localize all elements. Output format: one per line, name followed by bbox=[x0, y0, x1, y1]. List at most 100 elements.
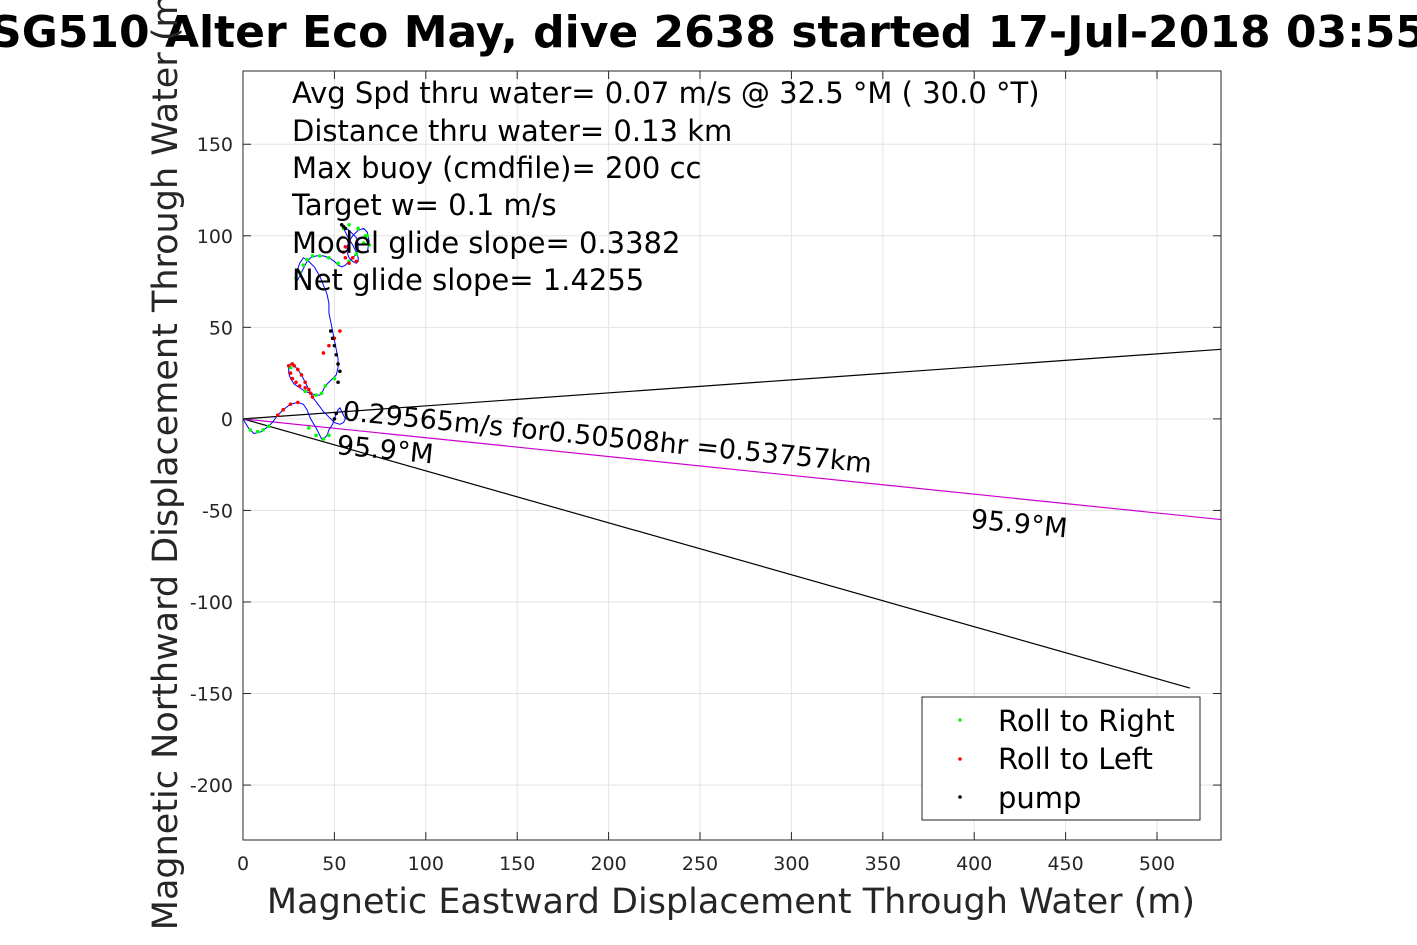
pump-point bbox=[339, 223, 344, 227]
pump-point bbox=[336, 380, 340, 385]
pump-point bbox=[332, 343, 337, 348]
stat-distance: Distance thru water= 0.13 km bbox=[292, 114, 732, 148]
roll-left-point bbox=[303, 385, 307, 390]
roll-left-point bbox=[308, 391, 313, 396]
roll-right-point bbox=[323, 384, 328, 388]
roll-right-point bbox=[310, 254, 315, 258]
y-axis-label: Magnetic Northward Displacement Through … bbox=[146, 0, 186, 930]
roll-right-point bbox=[301, 263, 306, 267]
pump-point bbox=[332, 417, 337, 421]
stat-net-glide: Net glide slope= 1.4255 bbox=[292, 263, 644, 297]
roll-right-point bbox=[327, 255, 331, 260]
stat-model-glide: Model glide slope= 0.3382 bbox=[292, 226, 680, 260]
legend-label-roll-right: Roll to Right bbox=[998, 704, 1175, 738]
y-tick-label: 0 bbox=[221, 409, 233, 431]
pump-point bbox=[328, 329, 333, 333]
roll-right-point bbox=[261, 428, 265, 432]
roll-right-point bbox=[321, 437, 326, 441]
roll-right-point bbox=[248, 428, 253, 432]
pump-point bbox=[338, 369, 342, 374]
y-tick-label: -150 bbox=[190, 684, 233, 706]
x-tick-label: 50 bbox=[322, 853, 346, 875]
stat-target-w: Target w= 0.1 m/s bbox=[291, 188, 557, 222]
roll-left-point bbox=[341, 250, 346, 255]
roll-left-point bbox=[321, 351, 326, 355]
roll-left-point bbox=[310, 395, 315, 399]
roll-left-point bbox=[347, 239, 351, 244]
x-tick-label: 400 bbox=[956, 853, 992, 875]
pump-point bbox=[330, 336, 335, 341]
roll-right-point bbox=[361, 241, 366, 245]
roll-right-point bbox=[317, 254, 322, 258]
roll-right-point bbox=[319, 391, 324, 396]
roll-right-point bbox=[303, 389, 307, 394]
x-tick-label: 350 bbox=[865, 853, 901, 875]
reference-line-2 bbox=[242, 418, 1222, 521]
roll-left-point bbox=[294, 380, 298, 385]
plot-border bbox=[242, 70, 1222, 841]
legend-box bbox=[921, 696, 1201, 821]
roll-right-point bbox=[314, 393, 318, 397]
y-tick-label: 150 bbox=[197, 134, 233, 156]
roll-left-point bbox=[347, 261, 351, 266]
roll-right-point bbox=[294, 276, 298, 280]
y-tick-label: 100 bbox=[197, 226, 233, 248]
roll-left-point bbox=[327, 343, 331, 348]
x-tick-label: 0 bbox=[237, 853, 249, 875]
legend-label-roll-left: Roll to Left bbox=[998, 742, 1153, 776]
stat-max-buoy: Max buoy (cmdfile)= 200 cc bbox=[292, 151, 701, 185]
x-tick-label: 100 bbox=[408, 853, 444, 875]
roll-right-point bbox=[367, 243, 371, 247]
roll-right-point bbox=[332, 376, 337, 381]
roll-left-point bbox=[281, 407, 286, 412]
roll-right-point bbox=[266, 424, 271, 429]
axis-ticks: 0 50 100 150 200 250 300 350 400 450 500-200-150-1… bbox=[190, 71, 1221, 875]
roll-left-point bbox=[338, 329, 342, 333]
roll-left-point bbox=[343, 255, 348, 260]
roll-left-point bbox=[350, 255, 355, 260]
roll-left-point bbox=[343, 244, 348, 249]
legend-label-pump: pump bbox=[998, 781, 1081, 815]
roll-right-point bbox=[356, 226, 360, 231]
roll-left-point bbox=[288, 402, 293, 407]
roll-left-point bbox=[275, 413, 280, 418]
roll-left-point bbox=[299, 373, 304, 377]
legend-marker-roll-left bbox=[958, 757, 962, 761]
roll-left-point bbox=[290, 362, 295, 366]
pump-point bbox=[334, 352, 339, 357]
roll-right-point bbox=[297, 270, 302, 275]
roll-left-point bbox=[290, 376, 295, 381]
x-tick-label: 500 bbox=[1139, 853, 1175, 875]
pump-point bbox=[334, 411, 339, 416]
legend: Roll to Right Roll to Left pump bbox=[921, 696, 1201, 821]
roll-right-point bbox=[336, 261, 340, 266]
roll-left-point bbox=[288, 371, 293, 375]
roll-left-point bbox=[297, 384, 302, 388]
reference-line-1 bbox=[242, 418, 1191, 689]
y-tick-label: -200 bbox=[190, 775, 233, 797]
legend-marker-pump bbox=[958, 795, 962, 799]
x-tick-label: 300 bbox=[773, 853, 809, 875]
legend-marker-roll-right bbox=[958, 718, 962, 722]
x-tick-label: 450 bbox=[1047, 853, 1083, 875]
roll-left-point bbox=[296, 400, 300, 405]
roll-right-point bbox=[307, 426, 311, 430]
roll-right-point bbox=[327, 433, 331, 438]
reference-line-0 bbox=[242, 348, 1222, 420]
reference-lines bbox=[242, 348, 1222, 689]
roll-left-point bbox=[307, 387, 311, 392]
x-tick-label: 150 bbox=[499, 853, 535, 875]
roll-left-point bbox=[286, 363, 291, 368]
pump-point bbox=[336, 362, 340, 366]
roll-right-point bbox=[347, 223, 351, 227]
x-tick-label: 200 bbox=[590, 853, 626, 875]
x-axis-label: Magnetic Eastward Displacement Through W… bbox=[267, 882, 1195, 922]
track-points bbox=[248, 223, 371, 441]
roll-right-point bbox=[354, 252, 359, 256]
roll-right-point bbox=[255, 429, 260, 434]
roll-right-point bbox=[314, 433, 318, 438]
roll-left-point bbox=[303, 380, 307, 385]
roll-right-point bbox=[363, 233, 368, 238]
stat-avg-speed: Avg Spd thru water= 0.07 m/s @ 32.5 °M (… bbox=[292, 76, 1040, 110]
